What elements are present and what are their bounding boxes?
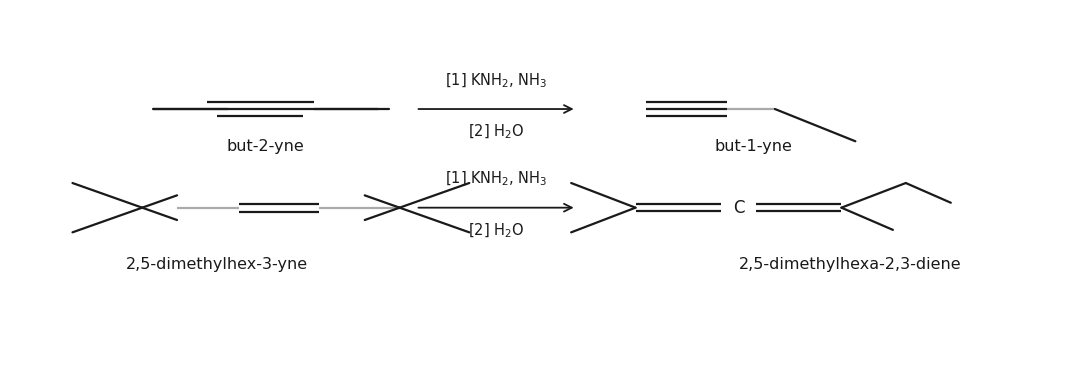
Text: [2] H$_2$O: [2] H$_2$O (468, 221, 524, 239)
Text: 2,5-dimethylhex-3-yne: 2,5-dimethylhex-3-yne (126, 257, 308, 272)
Text: C: C (733, 199, 744, 217)
Text: [2] H$_2$O: [2] H$_2$O (468, 122, 524, 141)
Text: but-2-yne: but-2-yne (226, 139, 304, 154)
Text: but-1-yne: but-1-yne (715, 139, 792, 154)
Text: 2,5-dimethylhexa-2,3-diene: 2,5-dimethylhexa-2,3-diene (738, 257, 962, 272)
Text: [1] KNH$_2$, NH$_3$: [1] KNH$_2$, NH$_3$ (445, 170, 548, 188)
Text: [1] KNH$_2$, NH$_3$: [1] KNH$_2$, NH$_3$ (445, 71, 548, 90)
